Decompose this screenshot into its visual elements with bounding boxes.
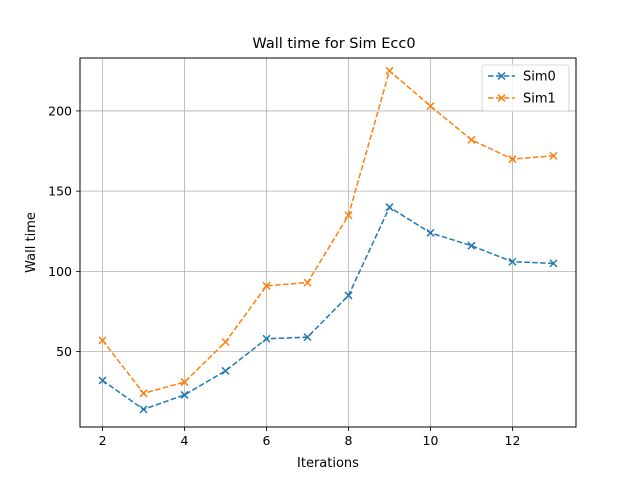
data-point bbox=[221, 366, 230, 375]
data-point bbox=[467, 135, 476, 144]
legend-label: Sim0 bbox=[523, 70, 556, 85]
x-tick-label: 10 bbox=[423, 433, 439, 448]
data-point bbox=[426, 102, 435, 111]
y-tick-label: 150 bbox=[48, 184, 72, 199]
legend-marker bbox=[497, 71, 506, 81]
data-point bbox=[180, 378, 189, 387]
data-point bbox=[180, 390, 189, 399]
series-sim1 bbox=[98, 66, 558, 398]
x-tick-label: 2 bbox=[99, 433, 107, 448]
data-point bbox=[385, 203, 394, 212]
series-line bbox=[102, 206, 554, 411]
plot-frame bbox=[79, 57, 577, 428]
data-point bbox=[467, 241, 476, 250]
data-point bbox=[262, 334, 271, 343]
grid-lines bbox=[80, 58, 576, 427]
data-point bbox=[344, 291, 353, 300]
legend-item-sim1: Sim1 bbox=[488, 92, 556, 107]
data-point bbox=[549, 151, 558, 160]
data-point bbox=[303, 278, 312, 287]
legend-label: Sim1 bbox=[523, 92, 556, 107]
data-point bbox=[221, 337, 230, 346]
legend: Sim0 Sim1 bbox=[481, 64, 570, 112]
y-tick-label: 200 bbox=[48, 103, 72, 118]
chart-title: Wall time for Sim Ecc0 bbox=[252, 36, 415, 52]
x-axis-label: Iterations bbox=[297, 456, 359, 471]
data-point bbox=[385, 66, 394, 75]
series-line bbox=[101, 69, 554, 395]
data-point bbox=[98, 336, 107, 345]
axes: 2 4 6 8 10 12 50 100 150 200 bbox=[48, 103, 520, 448]
data-point bbox=[139, 405, 148, 414]
data-point bbox=[98, 376, 107, 385]
series-sim0 bbox=[98, 203, 558, 414]
data-point bbox=[303, 333, 312, 342]
x-tick-label: 12 bbox=[505, 433, 521, 448]
data-point bbox=[426, 228, 435, 237]
y-axis-label: Wall time bbox=[24, 212, 39, 273]
x-tick-label: 6 bbox=[263, 433, 271, 448]
data-point bbox=[508, 257, 517, 266]
data-point bbox=[262, 281, 271, 290]
legend-marker bbox=[497, 93, 506, 103]
series-layer bbox=[98, 66, 558, 414]
y-tick-label: 50 bbox=[56, 344, 72, 359]
data-point bbox=[549, 259, 558, 268]
legend-item-sim0: Sim0 bbox=[488, 70, 556, 85]
data-point bbox=[508, 155, 517, 164]
x-tick-label: 4 bbox=[181, 433, 189, 448]
data-point bbox=[344, 211, 353, 220]
y-tick-label: 100 bbox=[48, 264, 72, 279]
data-point bbox=[139, 389, 148, 398]
x-tick-label: 8 bbox=[345, 433, 353, 448]
